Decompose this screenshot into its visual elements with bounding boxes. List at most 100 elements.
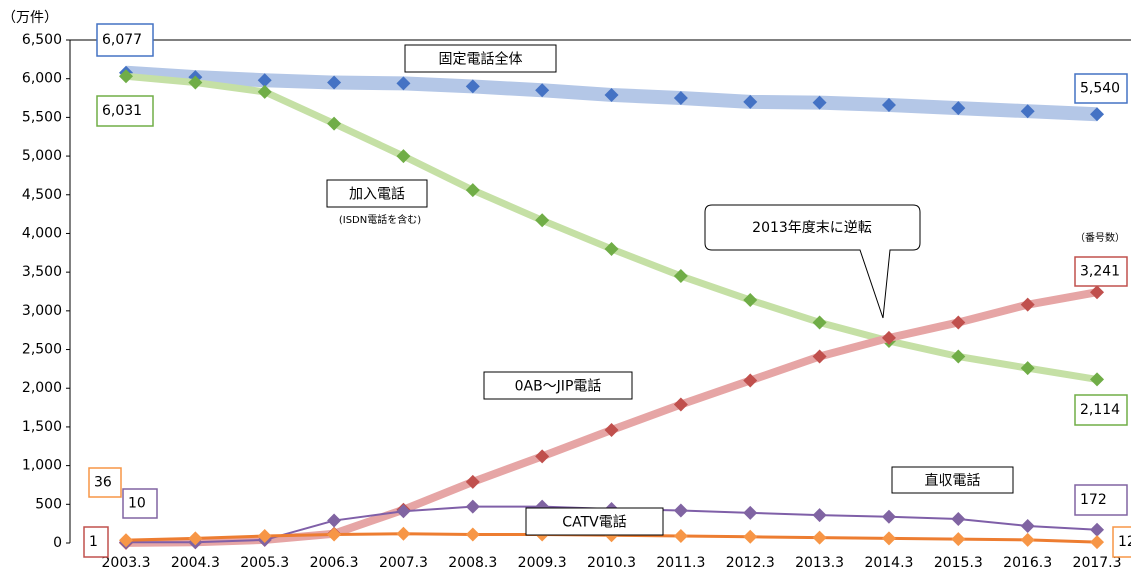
- marker: [465, 183, 480, 198]
- marker: [1090, 285, 1105, 300]
- series-name: 直収電話: [925, 472, 981, 489]
- marker: [951, 315, 966, 330]
- marker: [396, 504, 411, 519]
- x-tick-label: 2011.3: [656, 555, 705, 571]
- marker: [951, 349, 966, 364]
- marker: [119, 533, 133, 548]
- marker: [673, 269, 688, 284]
- marker: [465, 499, 480, 514]
- x-tick-label: 2006.3: [310, 555, 359, 571]
- series-name-box: [483, 371, 633, 400]
- marker: [1090, 535, 1105, 550]
- marker: [881, 330, 896, 345]
- y-tick-label: 0: [53, 535, 62, 551]
- x-tick-label: 2010.3: [587, 555, 636, 571]
- marker: [396, 149, 411, 164]
- y-tick-label: 6,000: [22, 71, 62, 87]
- value-label: 172: [1080, 492, 1107, 508]
- marker: [1090, 107, 1105, 122]
- marker: [951, 532, 966, 547]
- y-tick-label: 4,500: [22, 187, 62, 203]
- y-tick-label: 6,500: [22, 32, 62, 48]
- marker: [812, 349, 827, 364]
- marker: [881, 509, 896, 524]
- series-name: 加入電話: [349, 186, 405, 203]
- marker: [465, 527, 480, 542]
- value-label-box: [1074, 484, 1128, 516]
- series-line: [125, 72, 1098, 383]
- y-tick-label: 5,500: [22, 109, 62, 125]
- x-tick-label: 2014.3: [864, 555, 913, 571]
- marker: [1020, 361, 1035, 376]
- marker: [604, 423, 619, 438]
- marker: [396, 526, 411, 541]
- marker: [1020, 104, 1035, 119]
- marker: [257, 84, 272, 99]
- marker: [1090, 372, 1105, 387]
- marker: [1020, 532, 1035, 547]
- marker: [743, 293, 758, 308]
- series-name-box: [326, 179, 428, 208]
- value-label-box: [88, 467, 122, 498]
- marker: [1020, 518, 1035, 533]
- value-label: 6,031: [102, 103, 142, 119]
- marker: [188, 75, 203, 90]
- x-tick-label: 2003.3: [102, 555, 151, 571]
- value-label: 1: [89, 534, 98, 550]
- marker: [812, 315, 827, 330]
- y-tick-label: 2,500: [22, 342, 62, 358]
- marker: [257, 529, 272, 544]
- marker: [881, 531, 896, 546]
- annotation: 2013年度末に逆転: [752, 220, 872, 236]
- marker: [327, 116, 342, 131]
- marker: [327, 513, 342, 528]
- marker: [119, 69, 133, 84]
- marker: [1090, 522, 1105, 537]
- marker: [465, 79, 480, 94]
- value-label-box: [122, 488, 158, 519]
- marker: [743, 373, 758, 388]
- marker: [604, 87, 619, 102]
- value-label: 36: [94, 475, 112, 491]
- marker: [673, 397, 688, 412]
- marker: [812, 95, 827, 110]
- value-label: 6,077: [102, 32, 142, 48]
- marker: [951, 512, 966, 527]
- value-label-box: [96, 23, 154, 57]
- marker: [604, 241, 619, 256]
- marker: [881, 98, 896, 113]
- marker: [673, 529, 688, 544]
- marker: [396, 76, 411, 91]
- marker: [188, 531, 203, 546]
- series-name-box: [404, 44, 557, 73]
- value-label: 10: [128, 496, 146, 512]
- marker: [257, 73, 272, 88]
- series-note: （番号数）: [1075, 231, 1125, 244]
- x-tick-label: 2017.3: [1073, 555, 1122, 571]
- x-tick-label: 2015.3: [934, 555, 983, 571]
- y-tick-label: 1,500: [22, 419, 62, 435]
- value-label: 5,540: [1080, 81, 1120, 97]
- marker: [812, 530, 827, 545]
- marker: [535, 213, 550, 228]
- unit-label: （万件）: [2, 10, 58, 26]
- value-label-box: [1112, 526, 1131, 558]
- value-label: 2,114: [1080, 402, 1120, 418]
- marker: [535, 449, 550, 464]
- x-tick-label: 2012.3: [726, 555, 775, 571]
- marker: [812, 508, 827, 523]
- marker: [535, 83, 550, 98]
- marker: [465, 474, 480, 489]
- y-tick-label: 500: [35, 496, 62, 512]
- value-label-box: [83, 526, 109, 558]
- x-tick-label: 2004.3: [171, 555, 220, 571]
- x-tick-label: 2008.3: [448, 555, 497, 571]
- series-name-box: [891, 466, 1014, 494]
- series-name: 0AB～JIP電話: [515, 378, 602, 395]
- marker: [1020, 297, 1035, 312]
- series-name: CATV電話: [562, 514, 626, 531]
- x-tick-label: 2007.3: [379, 555, 428, 571]
- x-tick-label: 2009.3: [518, 555, 567, 571]
- value-label-box: [1074, 394, 1128, 426]
